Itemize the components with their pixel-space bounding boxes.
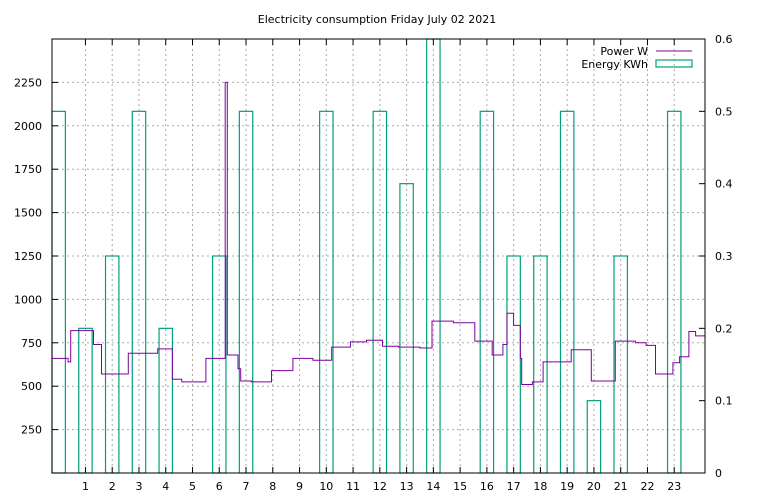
y-tick-label: 2250 xyxy=(14,76,42,89)
x-tick-label: 13 xyxy=(400,480,414,493)
x-tick-label: 10 xyxy=(319,480,333,493)
energy-box xyxy=(587,401,600,473)
x-tick-label: 4 xyxy=(162,480,169,493)
x-tick-label: 8 xyxy=(269,480,276,493)
y-tick-label: 500 xyxy=(21,380,42,393)
y2-tick-label: 0.1 xyxy=(715,395,733,408)
chart-title: Electricity consumption Friday July 02 2… xyxy=(258,13,496,26)
x-tick-label: 15 xyxy=(453,480,467,493)
x-tick-label: 23 xyxy=(667,480,681,493)
grid xyxy=(52,39,705,473)
y2-tick-label: 0.6 xyxy=(715,33,733,46)
y2-tick-label: 0.5 xyxy=(715,105,733,118)
y2-tick-label: 0.2 xyxy=(715,322,733,335)
y2-axis-ticks: 0 0.1 0.2 0.3 0.4 0.5 0.6 xyxy=(699,33,733,480)
y-tick-label: 1250 xyxy=(14,250,42,263)
x-tick-label: 22 xyxy=(640,480,654,493)
x-tick-label: 21 xyxy=(614,480,628,493)
y-tick-label: 1750 xyxy=(14,163,42,176)
x-tick-label: 2 xyxy=(109,480,116,493)
y-tick-label: 1500 xyxy=(14,207,42,220)
legend-label: Energy KWh xyxy=(581,58,648,71)
x-tick-label: 18 xyxy=(533,480,547,493)
x-tick-label: 16 xyxy=(480,480,494,493)
y-tick-label: 250 xyxy=(21,424,42,437)
legend-label: Power W xyxy=(600,45,648,58)
y-tick-label: 1000 xyxy=(14,293,42,306)
x-tick-label: 20 xyxy=(587,480,601,493)
x-tick-label: 9 xyxy=(296,480,303,493)
x-tick-label: 19 xyxy=(560,480,574,493)
y-tick-label: 2000 xyxy=(14,120,42,133)
x-tick-label: 3 xyxy=(135,480,142,493)
power-series xyxy=(52,82,705,384)
energy-box xyxy=(52,111,65,473)
chart: 1 2 3 4 5 6 7 8 9 10 11 12 13 14 15 16 17 18 19 20 21 22 23 25… xyxy=(0,0,768,500)
y2-tick-label: 0.3 xyxy=(715,250,733,263)
x-tick-label: 7 xyxy=(243,480,250,493)
x-tick-label: 12 xyxy=(373,480,387,493)
y2-tick-label: 0 xyxy=(715,467,722,480)
x-tick-label: 17 xyxy=(507,480,521,493)
x-tick-label: 14 xyxy=(426,480,440,493)
energy-series xyxy=(52,39,681,473)
x-tick-label: 1 xyxy=(82,480,89,493)
power-line xyxy=(52,82,705,384)
x-tick-label: 11 xyxy=(346,480,360,493)
x-tick-label: 6 xyxy=(216,480,223,493)
x-tick-label: 5 xyxy=(189,480,196,493)
y-tick-label: 750 xyxy=(21,337,42,350)
y2-tick-label: 0.4 xyxy=(715,178,733,191)
